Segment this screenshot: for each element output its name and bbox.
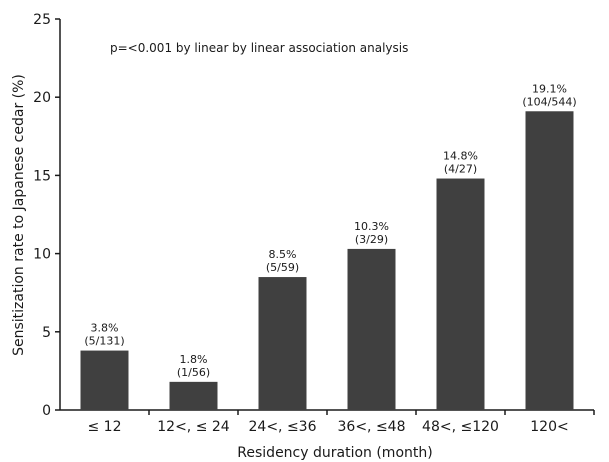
- bar-value-label: 8.5%: [269, 248, 297, 261]
- bar-count-label: (1/56): [177, 366, 210, 379]
- bar-count-label: (3/29): [355, 233, 388, 246]
- bar: [525, 111, 574, 410]
- bar-count-label: (4/27): [444, 163, 477, 176]
- y-tick-label: 25: [33, 12, 51, 28]
- bar-value-label: 19.1%: [532, 82, 567, 95]
- y-tick-label: 10: [33, 247, 51, 263]
- y-axis: 0 5 10 15 20 25: [33, 12, 61, 419]
- bar: [347, 248, 396, 410]
- bar-value-label: 10.3%: [354, 220, 389, 233]
- y-axis-title: Sensitization rate to Japanese cedar (%): [11, 74, 27, 356]
- y-tick-label: 20: [33, 90, 51, 106]
- y-tick-label: 5: [42, 325, 51, 341]
- x-axis-title: Residency duration (month): [237, 445, 432, 461]
- bar: [258, 277, 307, 410]
- bar-count-label: (5/131): [84, 335, 124, 348]
- x-tick-label: 36<, ≤48: [338, 419, 406, 435]
- x-tick-label: 12<, ≤ 24: [157, 419, 230, 435]
- bars-group: 3.8%(5/131) 1.8%(1/56) 8.5%(5/59) 10.3%(3/2…: [80, 82, 577, 410]
- y-tick-label: 15: [33, 168, 51, 184]
- bar-value-label: 14.8%: [443, 150, 478, 163]
- significance-annotation: p=<0.001 by linear by linear association…: [110, 41, 408, 55]
- x-tick-label: 120<: [530, 419, 568, 435]
- x-axis: ≤ 12 12<, ≤ 24 24<, ≤36 36<, ≤48 48<, ≤120 12…: [60, 409, 595, 435]
- x-tick-label: 48<, ≤120: [422, 419, 499, 435]
- y-tick-label: 0: [42, 403, 51, 419]
- bar-value-label: 1.8%: [180, 353, 208, 366]
- bar: [80, 350, 129, 410]
- bar-count-label: (5/59): [266, 261, 299, 274]
- bar-count-label: (104/544): [522, 95, 576, 108]
- bar: [169, 381, 218, 410]
- x-tick-label: ≤ 12: [88, 419, 122, 435]
- bar-value-label: 3.8%: [91, 322, 119, 335]
- x-tick-label: 24<, ≤36: [249, 419, 317, 435]
- bar: [436, 178, 485, 410]
